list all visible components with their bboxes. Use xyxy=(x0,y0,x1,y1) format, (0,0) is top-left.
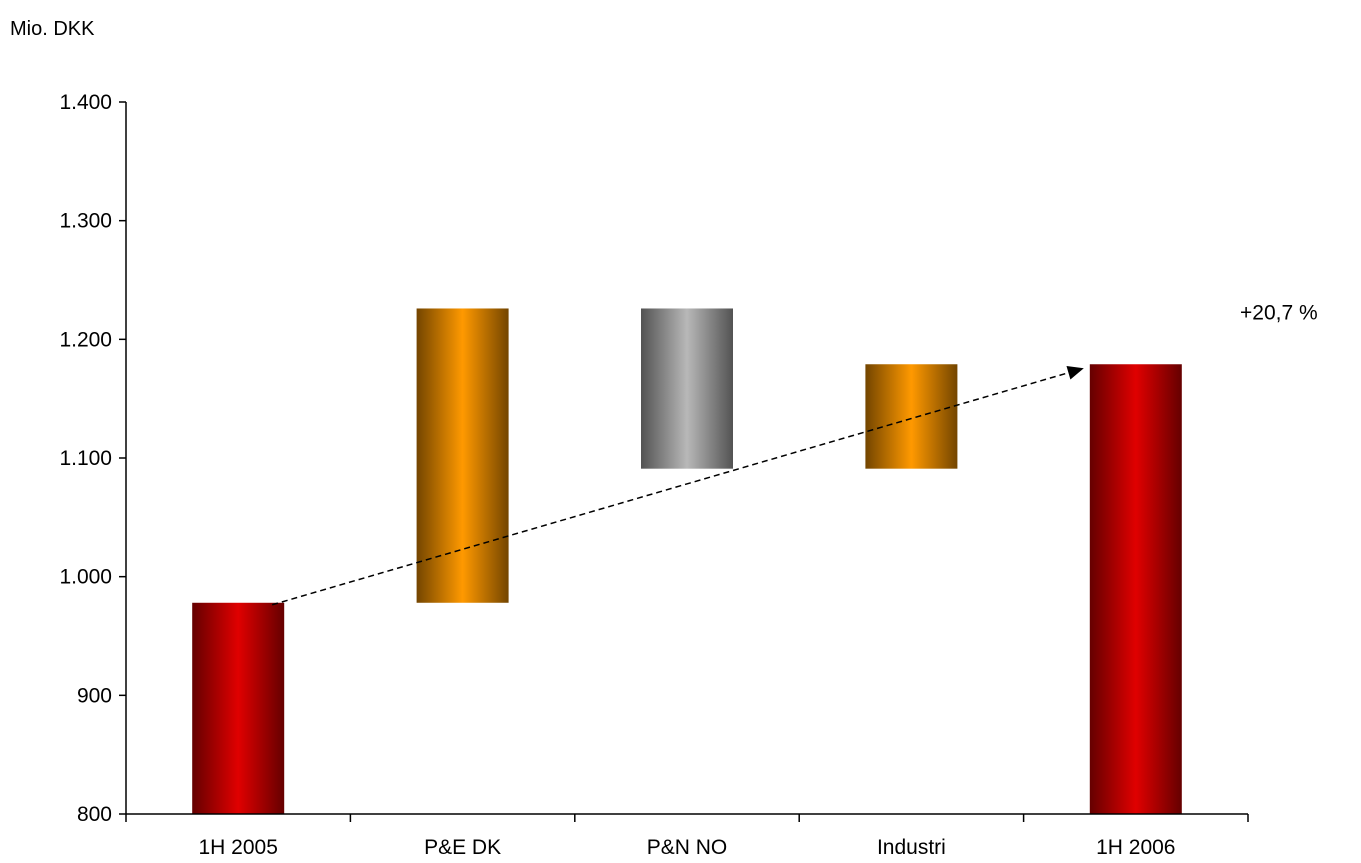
bar-industri xyxy=(865,364,958,469)
growth-arrow-head xyxy=(1066,366,1084,380)
x-tick-label: Industri xyxy=(877,836,946,859)
x-tick-label: 1H 2005 xyxy=(198,836,277,859)
y-axis-unit-label: Mio. DKK xyxy=(10,18,95,40)
bar-p-n-no xyxy=(641,308,733,469)
bar-p-e-dk xyxy=(416,308,509,603)
y-tick-label: 1.300 xyxy=(59,210,112,233)
y-tick-label: 1.200 xyxy=(59,328,112,351)
y-tick-label: 1.400 xyxy=(59,91,112,114)
y-tick-label: 900 xyxy=(77,684,112,707)
y-tick-label: 800 xyxy=(77,803,112,826)
bar-1h-2005 xyxy=(192,602,285,814)
y-tick-label: 1.000 xyxy=(59,566,112,589)
growth-arrow-line xyxy=(271,372,1069,606)
axes-layer: 800 900 1.000 1.100 1.200 1.300 1.400 1H 2005 P&… xyxy=(59,91,1249,859)
growth-annotation: +20,7 % xyxy=(1240,301,1318,324)
annotation-layer: +20,7 % xyxy=(271,301,1318,606)
y-tick-label: 1.100 xyxy=(59,447,112,470)
x-tick-label: 1H 2006 xyxy=(1096,836,1175,859)
x-tick-label: P&N NO xyxy=(647,836,728,859)
x-tick-label: P&E DK xyxy=(424,836,501,859)
bars-layer xyxy=(192,308,1182,814)
bar-1h-2006 xyxy=(1089,364,1182,814)
